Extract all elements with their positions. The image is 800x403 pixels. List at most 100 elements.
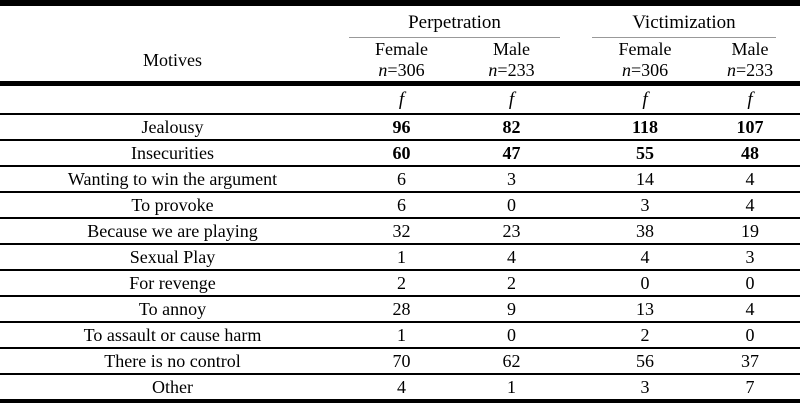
motive-label: To provoke	[0, 192, 345, 220]
group-header-victimization: Victimization	[590, 6, 800, 39]
gap-cell	[565, 322, 591, 350]
n-value: =306	[630, 60, 669, 81]
value-cell: 3	[458, 166, 566, 194]
gap-cell	[565, 218, 591, 246]
value-cell: 37	[700, 348, 800, 376]
group-spanner-row: Perpetration Victimization	[0, 6, 800, 39]
gap-cell	[565, 166, 591, 194]
n-symbol: n	[378, 60, 388, 81]
col-header-vict-female: Female n=306	[590, 39, 701, 87]
n-value: =233	[735, 60, 774, 81]
value-cell: 1	[345, 244, 458, 272]
value-cell: 0	[700, 270, 800, 298]
value-cell: 62	[458, 348, 566, 376]
value-cell: 4	[700, 192, 800, 220]
motive-label: Jealousy	[0, 114, 345, 142]
freq-empty-cell	[0, 83, 345, 116]
value-cell: 3	[590, 374, 701, 403]
motive-label: There is no control	[0, 348, 345, 376]
value-cell: 6	[345, 192, 458, 220]
value-cell: 1	[345, 322, 458, 350]
gap-cell	[565, 270, 591, 298]
col-label: Male	[493, 39, 530, 59]
group-gap-cell	[565, 6, 590, 39]
motive-label: Sexual Play	[0, 244, 345, 272]
value-cell: 13	[590, 296, 701, 324]
gap-cell	[565, 348, 591, 376]
col-label: Female	[618, 39, 672, 59]
freq-symbol: f	[590, 83, 701, 116]
freq-symbol: f	[458, 83, 566, 116]
motive-label: Other	[0, 374, 345, 403]
table-row-insecurities: Insecurities 60 47 55 48	[0, 140, 800, 168]
value-cell: 55	[590, 140, 701, 168]
table-row-for-revenge: For revenge 2 2 0 0	[0, 270, 800, 298]
freq-symbol: f	[345, 83, 458, 116]
table-row-assault-harm: To assault or cause harm 1 0 2 0	[0, 322, 800, 350]
col-header-vict-male: Male n=233	[700, 39, 800, 87]
value-cell: 48	[700, 140, 800, 168]
value-cell: 0	[700, 322, 800, 350]
motive-label: For revenge	[0, 270, 345, 298]
value-cell: 4	[700, 296, 800, 324]
gap-cell	[565, 296, 591, 324]
col-header-perp-male: Male n=233	[458, 39, 566, 87]
n-value: =233	[497, 60, 535, 81]
motive-label: Insecurities	[0, 140, 345, 168]
value-cell: 3	[590, 192, 701, 220]
motive-label: To annoy	[0, 296, 345, 324]
value-cell: 0	[458, 322, 566, 350]
value-cell: 9	[458, 296, 566, 324]
value-cell: 4	[345, 374, 458, 403]
table-row-wanting-to-win: Wanting to win the argument 6 3 14 4	[0, 166, 800, 194]
value-cell: 47	[458, 140, 566, 168]
victimization-label: Victimization	[592, 6, 777, 38]
value-cell: 32	[345, 218, 458, 246]
value-cell: 107	[700, 114, 800, 142]
value-cell: 7	[700, 374, 800, 403]
table-body: f f f f Jealousy 96 82 118 107 Insecurit…	[0, 83, 800, 403]
value-cell: 4	[590, 244, 701, 272]
column-header-row: Motives Female n=306 Male n=233 Female n…	[0, 39, 800, 87]
perpetration-label: Perpetration	[349, 6, 561, 38]
gap-cell	[565, 114, 591, 142]
col-header-perp-female: Female n=306	[345, 39, 458, 87]
table-row-other: Other 4 1 3 7	[0, 374, 800, 403]
value-cell: 1	[458, 374, 566, 403]
n-value: =306	[387, 60, 425, 81]
value-cell: 0	[458, 192, 566, 220]
value-cell: 82	[458, 114, 566, 142]
value-cell: 2	[345, 270, 458, 298]
gap-cell	[565, 244, 591, 272]
gap-cell	[565, 192, 591, 220]
value-cell: 2	[458, 270, 566, 298]
value-cell: 70	[345, 348, 458, 376]
motive-label: To assault or cause harm	[0, 322, 345, 350]
table-row-to-annoy: To annoy 28 9 13 4	[0, 296, 800, 324]
col-label: Female	[375, 39, 428, 59]
n-symbol: n	[621, 60, 631, 81]
col-label: Male	[731, 39, 769, 59]
header-gap-cell	[565, 39, 591, 87]
value-cell: 14	[590, 166, 701, 194]
clipped-caption-rule	[0, 0, 800, 6]
value-cell: 28	[345, 296, 458, 324]
gap-cell	[565, 374, 591, 403]
table-header: Perpetration Victimization Motives Femal…	[0, 6, 800, 87]
value-cell: 96	[345, 114, 458, 142]
table-row-sexual-play: Sexual Play 1 4 4 3	[0, 244, 800, 272]
n-symbol: n	[488, 60, 498, 81]
group-header-perpetration: Perpetration	[345, 6, 565, 39]
value-cell: 2	[590, 322, 701, 350]
table-row-to-provoke: To provoke 6 0 3 4	[0, 192, 800, 220]
value-cell: 19	[700, 218, 800, 246]
gap-cell	[565, 140, 591, 168]
value-cell: 3	[700, 244, 800, 272]
motives-frequency-table: Perpetration Victimization Motives Femal…	[0, 6, 800, 403]
motives-column-header: Motives	[0, 39, 345, 87]
motive-label: Wanting to win the argument	[0, 166, 345, 194]
value-cell: 60	[345, 140, 458, 168]
freq-symbol: f	[700, 83, 800, 116]
value-cell: 4	[700, 166, 800, 194]
